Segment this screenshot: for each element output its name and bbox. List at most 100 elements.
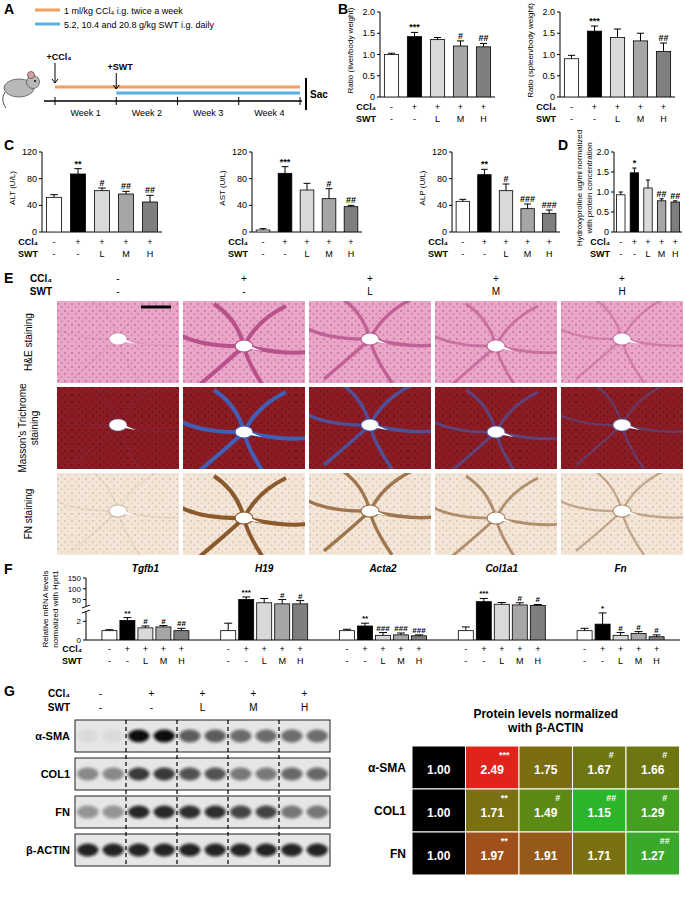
heatmap-cell [412, 746, 466, 789]
significance: # [298, 592, 303, 601]
cell-label: 1.66 [641, 763, 665, 777]
treatment-value: + [143, 644, 148, 654]
treatment-value: - [116, 286, 119, 297]
error-bar [50, 195, 57, 198]
bar-chart: 00.51.01.52.0***##Ratio (spleen/body wei… [526, 3, 675, 124]
y-axis [86, 578, 87, 606]
fibrosis [370, 387, 412, 425]
fibrosis [622, 387, 664, 425]
treatment-value: + [362, 644, 367, 654]
error-bar [462, 627, 470, 631]
error-bar [224, 623, 232, 630]
error-bar [74, 169, 81, 174]
bar-chart: 00.51.01.52.0***###Ratio (liver/body wei… [346, 7, 495, 124]
row-label: H&E staining [23, 313, 34, 371]
bar [631, 633, 646, 640]
error-bar [304, 183, 311, 190]
significance: ** [501, 836, 509, 846]
treatment-value: M [278, 656, 286, 666]
error-bar [524, 204, 531, 209]
cell-label: 1.27 [641, 849, 665, 863]
micrograph [57, 473, 179, 555]
y-tick-label: 40 [27, 200, 37, 210]
treatment-value: - [633, 249, 636, 259]
treatment-value: L [99, 249, 104, 259]
treatment-value: + [149, 688, 155, 699]
treatment-value: + [645, 237, 650, 247]
bars [256, 167, 358, 232]
row-label: COL1 [374, 804, 406, 818]
error-bar [659, 199, 663, 201]
significance: ** [481, 159, 489, 169]
error-bar [635, 632, 643, 634]
heatmap-cell [466, 789, 520, 832]
text-line: with protein concentration [585, 142, 594, 234]
heatmap-title: Protein levels normalizedwith β-ACTIN [473, 707, 618, 735]
error-bar [599, 613, 607, 624]
error-bar [296, 601, 304, 604]
treatment-value: - [245, 656, 248, 666]
cell-label: 1.71 [588, 849, 612, 863]
significance: ## [660, 836, 670, 846]
text-line: Protein levels normalized [473, 707, 618, 721]
tissue [561, 473, 683, 555]
error-bar [546, 210, 553, 213]
axis-label: AST (U/L) [218, 170, 227, 206]
error-bar [457, 41, 464, 46]
y-tick [83, 588, 86, 589]
heatmap-cell [412, 832, 466, 875]
figure: ABCDEFG1 ml/kg CCl₄ i.g. twice a week5.2… [0, 0, 685, 901]
treatment-value: - [583, 644, 586, 654]
significance: ** [74, 159, 82, 169]
category-label: Fn [614, 563, 626, 574]
treatment-value: - [601, 656, 604, 666]
y-tick-label: 100 [68, 585, 82, 594]
axis-label: Ratio (spleen/body weight) [526, 3, 535, 98]
y-tick-label: 2.0 [362, 7, 375, 17]
fibrosis [244, 306, 286, 346]
axis-label: Hydroxyproline ug/ml normalizedwith prot… [575, 130, 594, 247]
blot-band [256, 806, 277, 819]
tissue [309, 387, 431, 469]
text-line: Relative mRNA levels [41, 571, 50, 648]
panel-label: G [4, 683, 15, 699]
bar [453, 46, 467, 97]
grouped-bar-chart: 0250100150Tgfb1**####H19***##Acta2**####… [41, 563, 680, 666]
significance: *** [242, 588, 252, 597]
fibrosis [214, 476, 244, 518]
significance: # [662, 793, 667, 803]
blot-band [205, 768, 226, 781]
significance: *** [479, 589, 489, 598]
error-bar [388, 53, 395, 54]
error-bar [379, 633, 387, 636]
bar [322, 199, 336, 232]
y-tick-label: 2.0 [596, 147, 609, 157]
tissue [561, 387, 683, 469]
start-label: +CCl₄ [46, 52, 71, 62]
fibrosis [370, 425, 392, 469]
treatment-value: + [525, 237, 530, 247]
treatment-value: L [200, 702, 206, 713]
significance: # [609, 750, 614, 760]
vessel [487, 512, 505, 524]
text-line: Ratio (liver/body weight) [346, 7, 355, 93]
cell-label: 1.97 [481, 849, 505, 863]
micrograph [57, 301, 179, 383]
bar [340, 631, 355, 640]
text-line: AST (U/L) [218, 170, 227, 206]
bar [138, 628, 153, 640]
bar [384, 55, 398, 98]
treatment-label: SWT [356, 114, 376, 124]
treatment-value: + [493, 273, 499, 284]
treatment-value: + [547, 237, 552, 247]
treatment-label: CCl₄ [18, 237, 38, 247]
micrograph [435, 473, 557, 555]
treatment-value: L [143, 656, 148, 666]
treatment-value: L [262, 656, 267, 666]
cell-label: 1.00 [427, 763, 451, 777]
bar [344, 207, 358, 232]
y-tick-label: 0.5 [596, 207, 609, 217]
vessel [361, 333, 379, 345]
bar [221, 631, 236, 640]
vessel [109, 505, 127, 517]
